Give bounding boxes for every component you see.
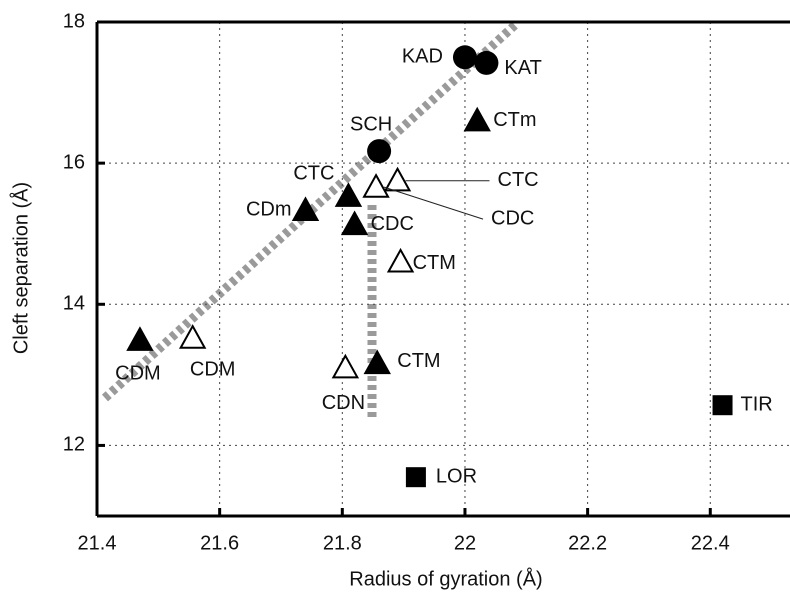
x-tick-label: 22.2 — [568, 532, 607, 554]
point — [178, 324, 207, 349]
point — [291, 196, 320, 222]
y-tick-label: 18 — [63, 10, 85, 32]
leader-line — [383, 186, 484, 220]
point-label: LOR — [436, 465, 477, 487]
point — [362, 173, 390, 198]
point-label: CDM — [190, 358, 236, 380]
point-label: CTC — [293, 163, 334, 185]
point-label: CTm — [493, 109, 536, 131]
y-tick-label: 16 — [63, 151, 85, 173]
point-label: CTM — [413, 252, 456, 274]
x-tick-label: 22.4 — [691, 532, 730, 554]
point — [383, 166, 412, 192]
point-label: KAT — [504, 57, 541, 79]
point — [712, 395, 733, 416]
x-tick-label: 21.8 — [323, 532, 362, 554]
point — [363, 349, 391, 375]
point-label: CDN — [322, 392, 365, 414]
point — [331, 353, 360, 379]
point — [405, 467, 426, 488]
x-tick-label: 21.4 — [78, 532, 117, 554]
x-tick-label: 21.6 — [200, 532, 239, 554]
point-label: CDC — [491, 207, 534, 229]
point — [340, 210, 369, 236]
point-label: CTC — [498, 169, 539, 191]
x-tick-label: 22 — [454, 532, 476, 554]
point-label: CDM — [115, 363, 161, 385]
point-label: KAD — [402, 46, 443, 68]
point-label: CDC — [371, 213, 414, 235]
point — [474, 50, 499, 75]
point — [367, 139, 392, 164]
trend-line — [101, 21, 519, 402]
point-label: CDm — [246, 199, 292, 221]
point-label: CTM — [397, 350, 440, 372]
x-axis-label: Radius of gyration (Å) — [349, 567, 542, 590]
y-axis-label: Cleft separation (Å) — [9, 182, 32, 354]
point — [463, 106, 491, 132]
point — [452, 45, 477, 70]
point — [126, 326, 154, 351]
y-tick-label: 12 — [63, 434, 85, 456]
point — [386, 247, 415, 273]
point-label: TIR — [741, 393, 773, 415]
y-tick-label: 14 — [63, 293, 85, 315]
point — [334, 182, 363, 207]
point-label: SCH — [350, 113, 392, 135]
